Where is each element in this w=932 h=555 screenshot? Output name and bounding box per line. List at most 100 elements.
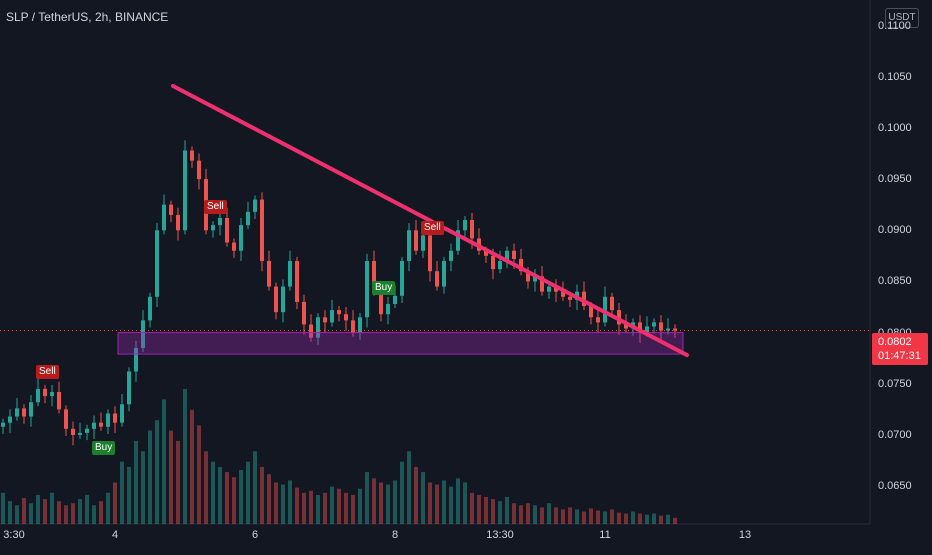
candle[interactable]: [652, 318, 656, 334]
candle[interactable]: [449, 243, 453, 272]
candle[interactable]: [407, 223, 411, 272]
candle[interactable]: [421, 231, 425, 258]
candle[interactable]: [323, 310, 327, 333]
candle[interactable]: [302, 294, 306, 335]
candle[interactable]: [239, 217, 243, 261]
candle[interactable]: [15, 398, 19, 421]
volume-bar: [309, 490, 313, 524]
candle[interactable]: [120, 394, 124, 427]
sell-signal-label: Sell: [204, 199, 227, 214]
descending-trendline[interactable]: [171, 83, 689, 358]
candle[interactable]: [414, 220, 418, 255]
candle[interactable]: [36, 378, 40, 407]
candle[interactable]: [50, 384, 54, 407]
candle[interactable]: [477, 228, 481, 255]
volume-bar: [582, 511, 586, 524]
candle[interactable]: [267, 250, 271, 291]
candle[interactable]: [673, 324, 677, 338]
volume-bar: [393, 480, 397, 524]
candle[interactable]: [246, 201, 250, 230]
candle[interactable]: [43, 384, 47, 404]
candle[interactable]: [295, 256, 299, 310]
candle[interactable]: [386, 296, 390, 325]
candle[interactable]: [400, 256, 404, 303]
candle[interactable]: [57, 381, 61, 414]
candle[interactable]: [547, 282, 551, 299]
candle[interactable]: [176, 207, 180, 241]
candle[interactable]: [162, 194, 166, 235]
candle[interactable]: [274, 282, 278, 320]
candle[interactable]: [85, 424, 89, 441]
candle[interactable]: [29, 395, 33, 427]
candle[interactable]: [365, 253, 369, 328]
candle[interactable]: [190, 146, 194, 168]
volume-bar: [498, 501, 502, 524]
candle[interactable]: [197, 153, 201, 190]
candle[interactable]: [127, 367, 131, 412]
candle[interactable]: [463, 215, 467, 238]
candle[interactable]: [505, 246, 509, 269]
candle[interactable]: [337, 306, 341, 322]
candle[interactable]: [533, 269, 537, 292]
candle[interactable]: [260, 192, 264, 272]
volume-bar: [589, 508, 593, 524]
volume-bar: [449, 486, 453, 524]
volume-bar: [22, 498, 26, 524]
candle[interactable]: [225, 207, 229, 247]
candle[interactable]: [435, 260, 439, 291]
candle[interactable]: [1, 418, 5, 434]
candle[interactable]: [344, 307, 348, 331]
candle[interactable]: [141, 310, 145, 353]
candle[interactable]: [596, 310, 600, 333]
volume-bar: [274, 482, 278, 524]
volume-bar: [316, 494, 320, 524]
candle[interactable]: [134, 340, 138, 382]
volume-bar: [176, 440, 180, 524]
candle[interactable]: [610, 292, 614, 318]
candle[interactable]: [78, 422, 82, 440]
candle[interactable]: [358, 313, 362, 340]
volume-bar: [519, 505, 523, 524]
candle[interactable]: [99, 412, 103, 431]
volume-bar: [561, 509, 565, 524]
candle[interactable]: [554, 279, 558, 302]
candle[interactable]: [183, 140, 187, 235]
candle[interactable]: [113, 406, 117, 433]
candle[interactable]: [8, 409, 12, 433]
volume-bar: [260, 466, 264, 524]
candle[interactable]: [155, 223, 159, 308]
candle[interactable]: [428, 228, 432, 282]
candle[interactable]: [64, 405, 68, 436]
volume-bar: [183, 389, 187, 524]
candle[interactable]: [281, 279, 285, 323]
currency-button[interactable]: USDT: [885, 8, 919, 28]
candle[interactable]: [211, 221, 215, 238]
candle[interactable]: [666, 318, 670, 335]
candle[interactable]: [22, 404, 26, 424]
candle[interactable]: [288, 250, 292, 291]
candle[interactable]: [106, 409, 110, 434]
candle[interactable]: [253, 195, 257, 220]
candle[interactable]: [92, 415, 96, 440]
candle[interactable]: [218, 210, 222, 236]
candle[interactable]: [659, 315, 663, 341]
candle[interactable]: [148, 292, 152, 328]
candle[interactable]: [71, 421, 75, 446]
support-zone[interactable]: [117, 332, 684, 355]
volume-bar: [603, 511, 607, 524]
price-tick-label: 0.0850: [878, 275, 912, 288]
candle[interactable]: [582, 281, 586, 311]
candle[interactable]: [442, 256, 446, 294]
candle[interactable]: [498, 250, 502, 274]
volume-bar: [281, 484, 285, 524]
volume-bar: [106, 492, 110, 524]
candle[interactable]: [309, 314, 313, 342]
candle[interactable]: [232, 238, 236, 258]
candle[interactable]: [330, 299, 334, 327]
candle[interactable]: [316, 313, 320, 345]
candle[interactable]: [169, 200, 173, 223]
candle[interactable]: [519, 248, 523, 276]
candle[interactable]: [603, 286, 607, 327]
